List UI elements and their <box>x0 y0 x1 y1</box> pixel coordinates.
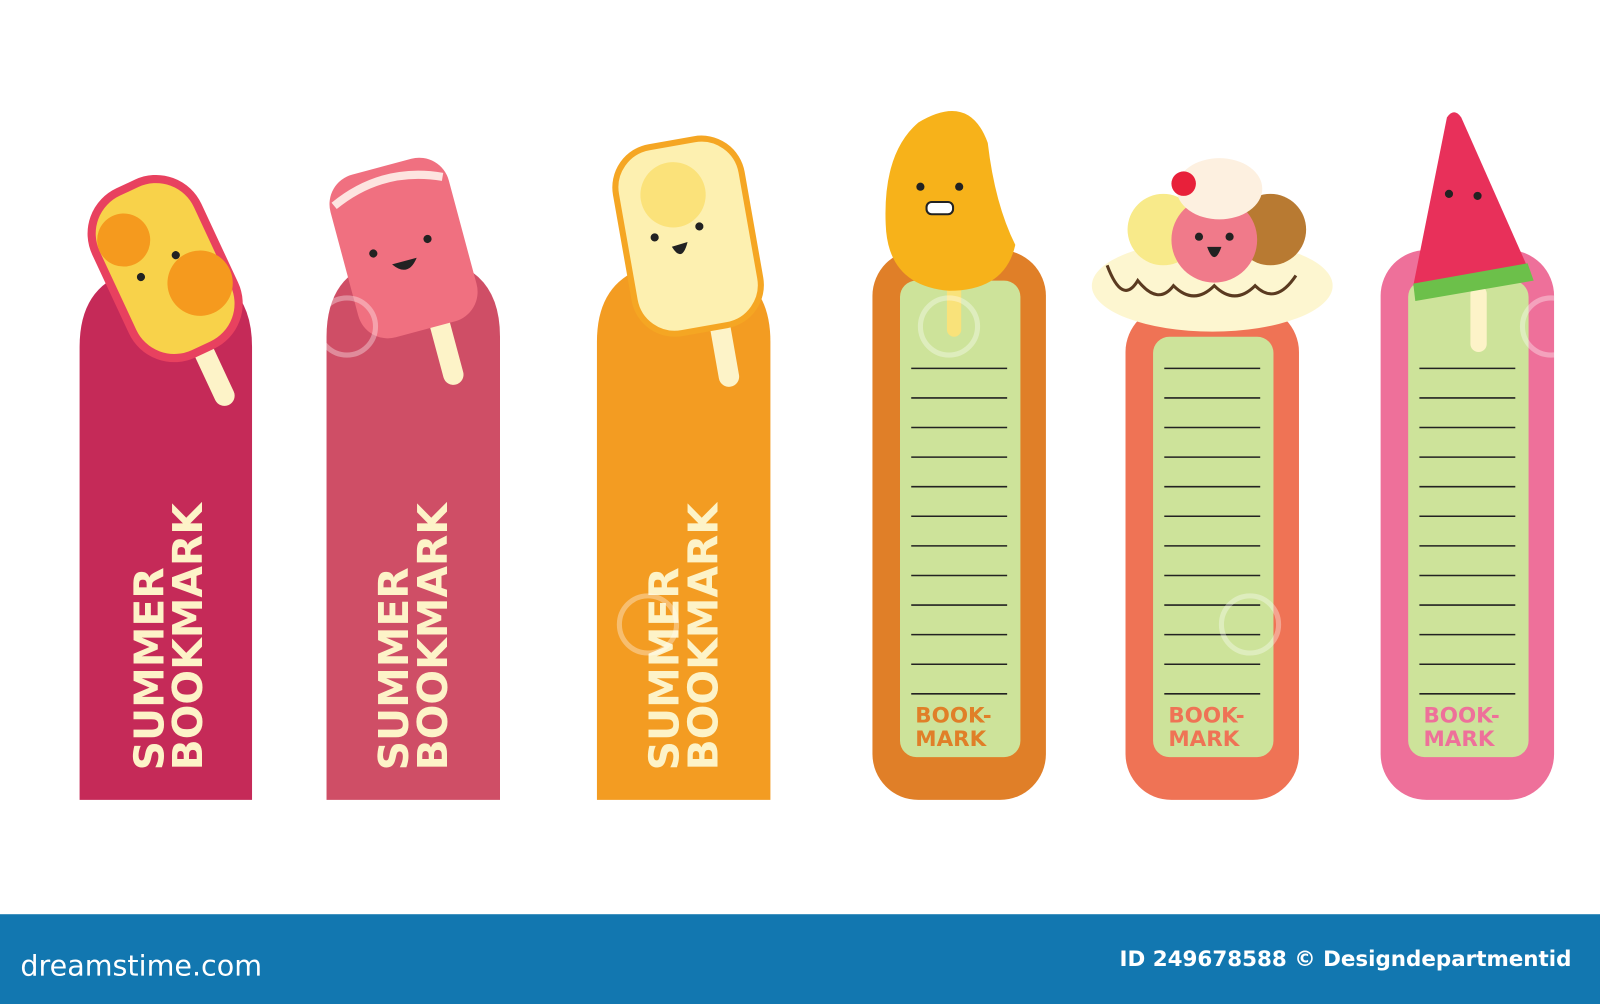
footer-logo[interactable]: dreamstime.com <box>20 948 262 982</box>
bookmark-title-line1: SUMMER <box>641 567 689 770</box>
lined-panel <box>1408 280 1529 758</box>
bookmark-label-line1: BOOK- <box>915 703 991 728</box>
orange-popsicle-icon <box>87 174 243 406</box>
bookmark-title-line2: BOOKMARK <box>409 502 457 771</box>
bookmark-orange-popsicle: SUMMER BOOKMARK <box>79 174 253 800</box>
bookmark-title-line2: BOOKMARK <box>164 502 212 771</box>
bookmark-label-line2: MARK <box>1168 727 1240 752</box>
watermelon-popsicle-icon <box>1413 112 1534 353</box>
lined-panel <box>1153 336 1274 758</box>
bookmark-title-line1: SUMMER <box>370 567 418 770</box>
bookmark-lemon-popsicle: SUMMER BOOKMARK <box>596 135 771 800</box>
bookmark-title-line2: BOOKMARK <box>679 502 727 771</box>
lemon-popsicle-icon <box>612 135 764 387</box>
watermark <box>315 295 1583 656</box>
bookmark-label-line2: MARK <box>915 727 987 752</box>
strawberry-popsicle-icon <box>329 157 478 385</box>
bookmark-label-line2: MARK <box>1423 727 1495 752</box>
bookmark-label-line1: BOOK- <box>1423 703 1499 728</box>
mango-popsicle-icon <box>885 110 1016 337</box>
bookmark-strawberry-popsicle: SUMMER BOOKMARK <box>326 157 500 800</box>
banana-split-icon <box>1091 158 1333 332</box>
footer-credit: ID 249678588 © Designdepartmentid <box>1120 947 1572 972</box>
bookmark-mango-popsicle: BOOK-MARK <box>872 110 1046 800</box>
lined-panel <box>900 280 1021 758</box>
footer-bar <box>0 914 1600 1004</box>
bookmark-label-line1: BOOK- <box>1168 703 1244 728</box>
bookmark-title-line1: SUMMER <box>125 567 173 770</box>
bookmark-banana-split: BOOK-MARK <box>1091 158 1333 800</box>
bookmark-watermelon-popsicle: BOOK-MARK <box>1380 112 1555 800</box>
